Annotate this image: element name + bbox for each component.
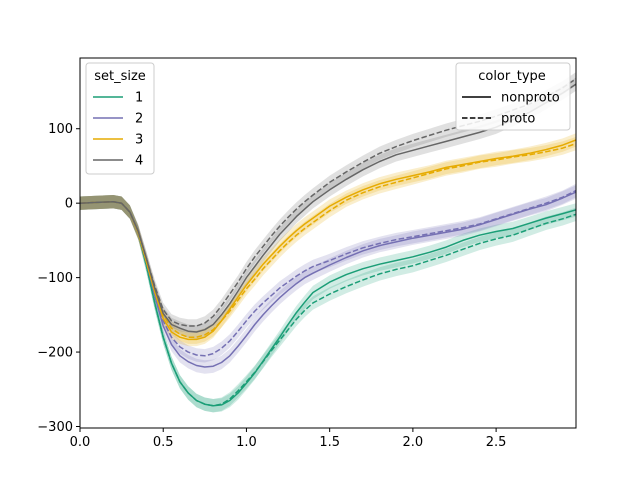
y-axis: −300 −200 −100 0 100: [37, 122, 80, 435]
y-tick-label: −300: [37, 420, 73, 435]
legend-set-size: set_size 1 2 3 4: [85, 62, 155, 175]
x-tick-label: 2.0: [403, 435, 424, 450]
y-tick-label: −100: [37, 271, 73, 286]
x-axis: 0.0 0.5 1.0 1.5 2.0 2.5: [70, 428, 507, 450]
band-set-size-1-nonproto: [80, 195, 576, 413]
plot-area-frame: [79, 57, 577, 429]
legend-color-type: color_type nonproto proto: [455, 62, 571, 131]
x-tick-label: 0.0: [70, 435, 91, 450]
x-tick-label: 1.5: [319, 435, 340, 450]
x-tick-label: 0.5: [153, 435, 174, 450]
legend-set-size-label: 3: [135, 133, 143, 148]
band-set-size-4-nonproto: [80, 77, 576, 339]
legend-color-type-frame: [455, 62, 571, 131]
y-tick-label: −200: [37, 346, 73, 361]
x-tick-label: 1.0: [236, 435, 257, 450]
legend-set-size-title: set_size: [94, 69, 146, 84]
legend-set-size-label: 1: [135, 91, 143, 106]
line-set-size-1-proto: [80, 200, 576, 407]
band-set-size-2-nonproto: [80, 185, 576, 374]
band-set-size-1-proto: [80, 195, 576, 413]
legend-set-size-label: 2: [135, 112, 143, 127]
line-set-size-1-nonproto: [80, 200, 576, 407]
legend-set-size-label: 4: [135, 154, 143, 169]
y-tick-label: 100: [48, 122, 73, 137]
legend-color-type-label: nonproto: [501, 91, 560, 106]
band-set-size-2-proto: [80, 183, 576, 363]
legend-color-type-label: proto: [501, 112, 535, 127]
band-set-size-3-proto: [80, 136, 576, 344]
x-tick-label: 2.5: [486, 435, 507, 450]
line-set-size-2-nonproto: [80, 191, 576, 368]
y-tick-label: 0: [65, 197, 73, 212]
legend-color-type-title: color_type: [478, 69, 546, 84]
